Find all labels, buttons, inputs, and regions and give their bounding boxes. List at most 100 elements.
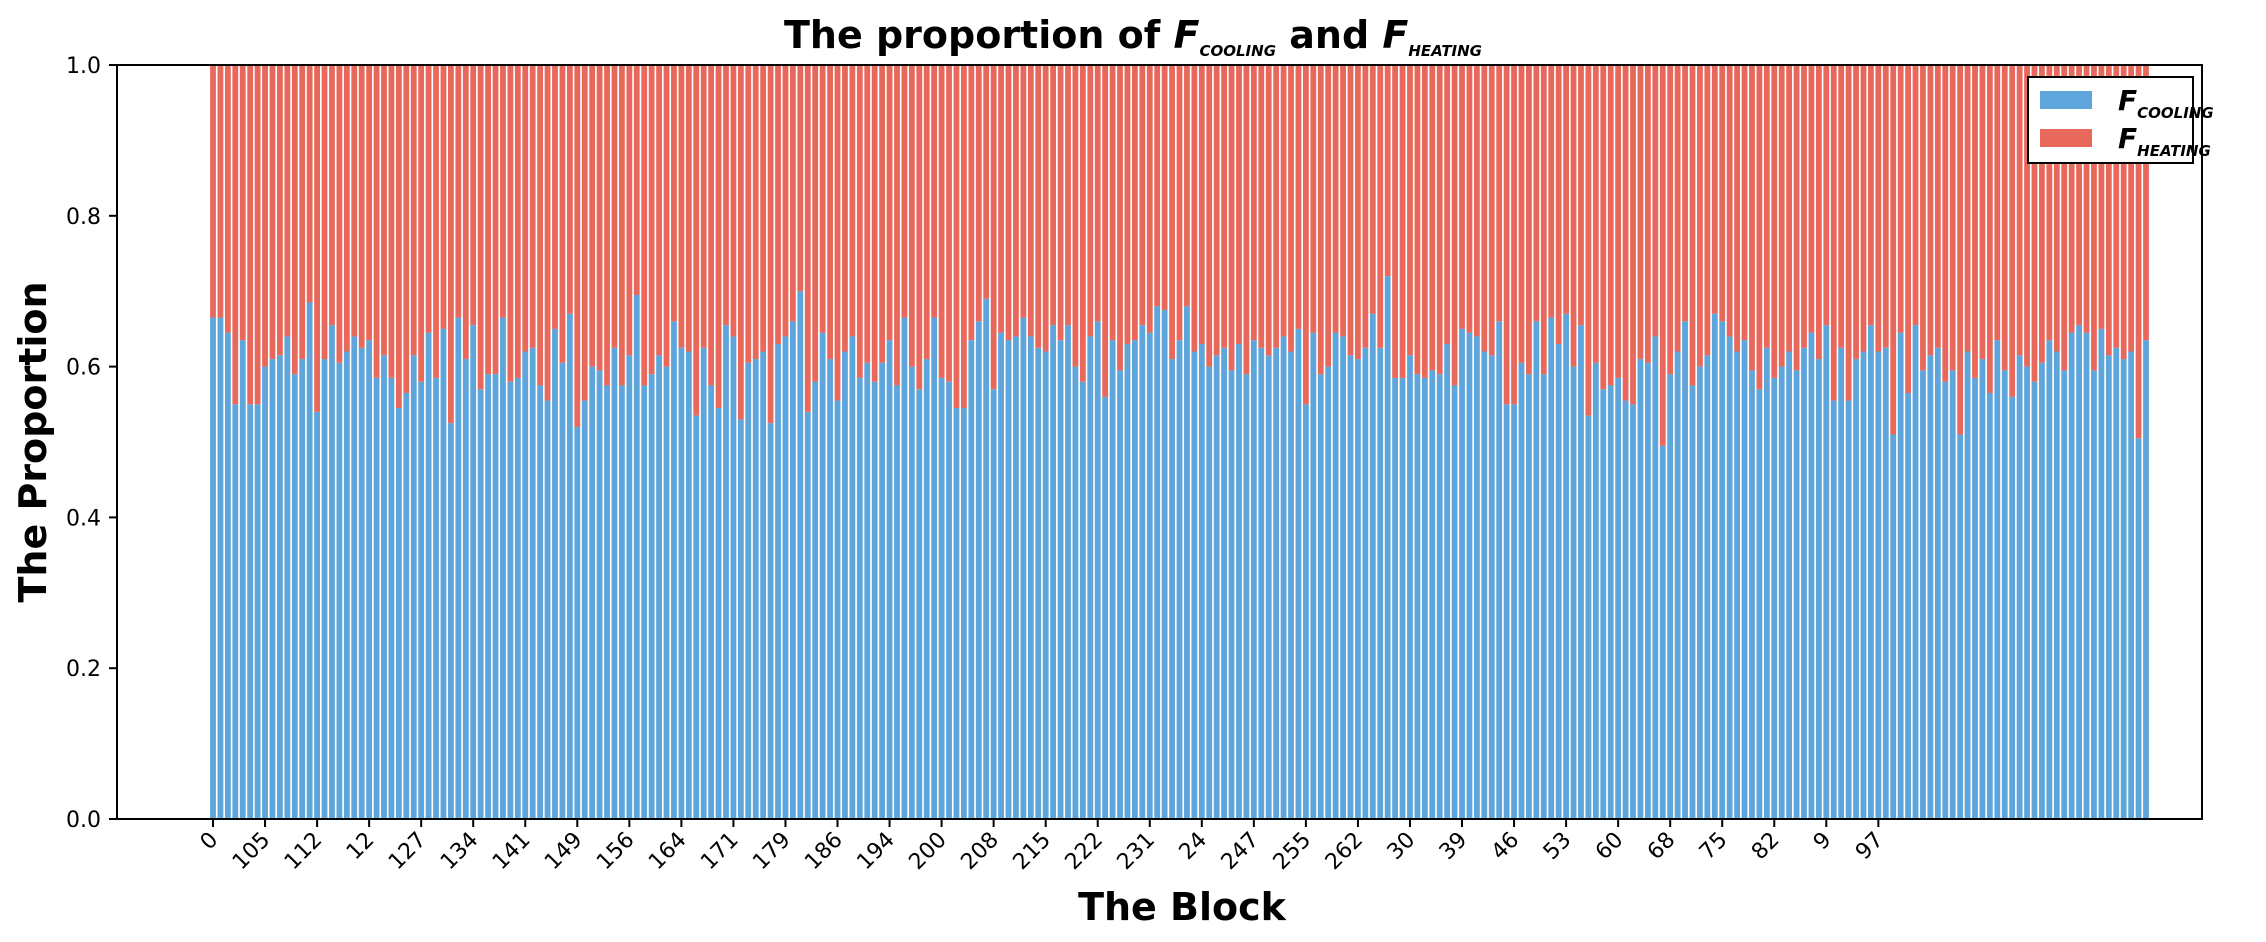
bar-heating	[1355, 65, 1361, 360]
bar-heating	[1384, 65, 1391, 277]
bar-heating	[321, 65, 328, 360]
bar-heating	[901, 65, 908, 318]
bar-cooling	[1087, 336, 1094, 819]
bar-heating	[1526, 65, 1532, 375]
bar-cooling	[1689, 385, 1696, 819]
bar-cooling	[1436, 374, 1443, 819]
bar-cooling	[737, 419, 744, 819]
bar-heating	[1875, 65, 1882, 352]
bar-cooling	[2143, 340, 2149, 819]
bar-cooling	[641, 385, 648, 819]
bar-cooling	[329, 325, 335, 819]
bar-cooling	[1027, 336, 1034, 819]
bar-heating	[1912, 65, 1919, 326]
bar-cooling	[1949, 370, 1956, 819]
bar-heating	[291, 65, 298, 375]
bar-cooling	[886, 340, 893, 819]
bar-heating	[1013, 65, 1019, 337]
bar-cooling	[388, 377, 395, 819]
bar-cooling	[321, 359, 328, 819]
bar-heating	[1503, 65, 1510, 405]
bar-heating	[1250, 65, 1257, 341]
bar-cooling	[1169, 359, 1175, 819]
bar-heating	[1005, 65, 1012, 341]
bar-heating	[931, 65, 938, 318]
bar-heating	[886, 65, 893, 341]
bar-heating	[1644, 65, 1651, 363]
bar-heating	[566, 65, 573, 314]
legend-label-cooling: FCOOLING	[2118, 84, 2214, 122]
bar-heating	[1927, 65, 1934, 356]
legend-label-heating: FHEATING	[2118, 122, 2211, 160]
bar-heating	[656, 65, 662, 356]
bar-heating	[797, 65, 804, 292]
bar-heating	[827, 65, 833, 360]
bar-cooling	[648, 374, 655, 819]
bar-heating	[1407, 65, 1413, 356]
bar-heating	[477, 65, 484, 390]
bar-cooling	[1630, 404, 1636, 819]
bar-cooling	[1786, 351, 1793, 819]
bar-heating	[2046, 65, 2053, 341]
bar-cooling	[1057, 340, 1064, 819]
bar-heating	[1801, 65, 1807, 348]
bar-cooling	[931, 317, 938, 819]
bar-heating	[1325, 65, 1332, 367]
bar-heating	[514, 65, 521, 378]
bar-cooling	[1585, 415, 1592, 819]
bar-cooling	[908, 366, 915, 819]
bar-heating	[1488, 65, 1495, 356]
bar-cooling	[2016, 355, 2023, 819]
bar-cooling	[1236, 343, 1242, 819]
bar-cooling	[1317, 374, 1324, 819]
bar-cooling	[2031, 381, 2038, 819]
bar-cooling	[1280, 336, 1287, 819]
bar-cooling	[2009, 396, 2016, 819]
bar-cooling	[849, 336, 856, 819]
bar-cooling	[611, 347, 618, 819]
bar-cooling	[1198, 343, 1205, 819]
bar-cooling	[2024, 366, 2030, 819]
bar-cooling	[804, 411, 811, 819]
bar-heating	[1228, 65, 1235, 371]
bar-cooling	[2083, 332, 2090, 819]
bar-cooling	[581, 400, 588, 819]
bar-cooling	[819, 332, 826, 819]
bar-heating	[1221, 65, 1228, 348]
bar-heating	[1726, 65, 1733, 337]
bar-cooling	[2098, 328, 2105, 819]
bar-heating	[1057, 65, 1064, 341]
bar-heating	[581, 65, 588, 401]
bar-cooling	[1711, 313, 1718, 819]
bar-heating	[574, 65, 581, 427]
bar-cooling	[1697, 366, 1703, 819]
bar-cooling	[2039, 362, 2045, 819]
bar-heating	[210, 65, 216, 318]
bar-heating	[1934, 65, 1941, 348]
bar-heating	[1117, 65, 1123, 371]
bar-cooling	[1213, 355, 1220, 819]
bar-heating	[775, 65, 781, 344]
bar-heating	[1161, 65, 1168, 311]
bar-cooling	[1362, 347, 1369, 819]
bar-cooling	[604, 385, 610, 819]
bar-cooling	[566, 313, 573, 819]
bar-heating	[1027, 65, 1034, 337]
bar-heating	[1942, 65, 1949, 382]
bar-heating	[619, 65, 625, 386]
bar-heating	[1288, 65, 1294, 352]
bar-cooling	[901, 317, 908, 819]
bar-heating	[908, 65, 915, 367]
bar-cooling	[247, 404, 254, 819]
bar-cooling	[1942, 381, 1949, 819]
bar-cooling	[366, 340, 373, 819]
bar-cooling	[790, 321, 796, 819]
bar-cooling	[1295, 328, 1302, 819]
bar-heating	[1139, 65, 1146, 326]
bar-cooling	[529, 347, 536, 819]
bar-cooling	[1013, 336, 1019, 819]
bar-cooling	[975, 321, 982, 819]
bar-heating	[2068, 65, 2075, 333]
bar-cooling	[1719, 321, 1726, 819]
bar-heating	[1845, 65, 1852, 401]
